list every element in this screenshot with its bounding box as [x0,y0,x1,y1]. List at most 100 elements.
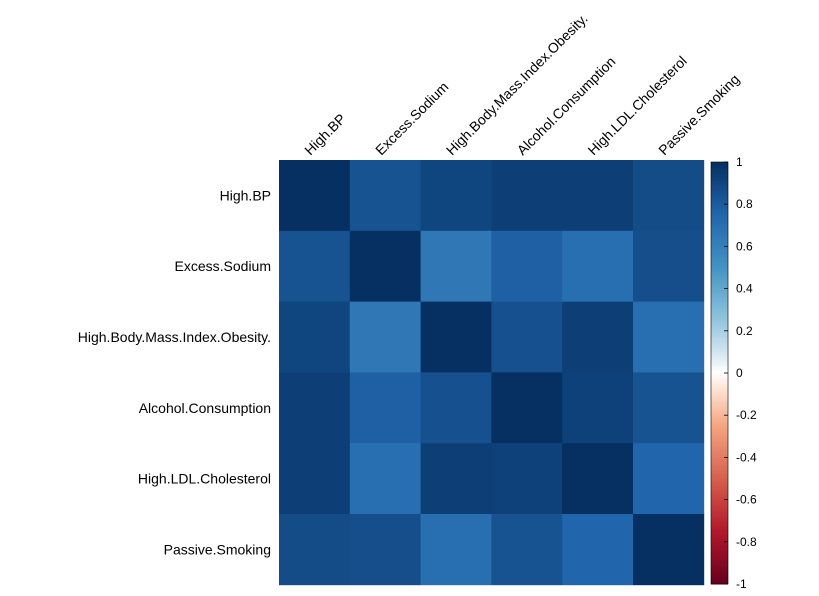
colorbar-segment [711,280,728,283]
colorbar-segment [711,421,728,425]
colorbar-segment [711,332,728,336]
heatmap-cell [491,230,563,302]
colorbar-segment [711,362,728,366]
colorbar-segment [711,419,728,423]
colorbar-segment [711,425,728,429]
colorbar-segment [711,387,728,391]
colorbar-segment [711,358,728,361]
heatmap-cell [420,372,492,444]
colorbar-segment [711,271,728,275]
colorbar-segment [711,347,728,351]
colorbar-segment [711,252,728,256]
colorbar-segment [711,571,728,574]
colorbar-segment [711,381,728,385]
colorbar-segment [711,341,728,344]
colorbar-segment [711,187,728,190]
colorbar-segment [711,267,728,271]
heatmap-cell [279,514,351,586]
colorbar-segment [711,292,728,296]
colorbar-segment [711,294,728,298]
colorbar-segment [711,552,728,555]
colorbar-segment [711,254,728,258]
colorbar-segment [711,474,728,477]
row-label: High.LDL.Cholesterol [138,471,271,487]
colorbar-segment [711,451,728,454]
colorbar-segment [711,208,728,212]
heatmap-cell [562,514,634,586]
colorbar-segment [711,246,728,250]
colorbar-segment [711,288,728,292]
colorbar-segment [711,193,728,197]
colorbar-segment [711,225,728,228]
colorbar-segment [711,313,728,317]
heatmap-cell [562,301,634,373]
colorbar-segment [711,261,728,264]
colorbar-segment [711,164,728,167]
colorbar-segment [711,370,728,374]
colorbar-segment [711,406,728,410]
row-label: High.Body.Mass.Index.Obesity. [78,329,271,345]
colorbar-segment [711,491,728,494]
color-legend: 1 0.8 0.6 0.4 0.2 0 -0.2 -0.4 -0.6 -0.8 -1 [710,155,757,591]
colorbar-segment [711,326,728,330]
colorbar-segment [711,535,728,539]
colorbar-tick-label: -0.6 [736,493,757,507]
heatmap-cell [420,514,492,586]
colorbar-segment [711,531,728,534]
colorbar-segment [711,404,728,408]
colorbar-segment [711,470,728,473]
colorbar-segment [711,248,728,252]
colorbar-tick-label: -0.4 [736,450,757,464]
colorbar-segment [711,391,728,395]
colorbar-segment [711,556,728,560]
colorbar-segment [711,223,728,226]
colorbar-segment [711,282,728,285]
colorbar-segment [711,457,728,461]
colorbar-segment [711,356,728,359]
heatmap-cell [491,301,563,373]
colorbar-segment [711,550,728,553]
heatmap-cells [279,160,705,586]
colorbar-segment [711,383,728,387]
colorbar-segment [711,546,728,549]
colorbar-segment [711,465,728,469]
row-label: Passive.Smoking [164,541,271,557]
colorbar-segment [711,199,728,203]
colorbar-segment [711,453,728,456]
colorbar-segment [711,548,728,551]
colorbar-segment [711,524,728,528]
heatmap-cell [420,160,492,232]
colorbar-segment [711,518,728,522]
row-labels: High.BP Excess.Sodium High.Body.Mass.Index… [78,187,271,557]
colorbar-segment [711,499,728,503]
colorbar-segment [711,237,728,241]
colorbar-segment [711,581,728,585]
colorbar-segment [711,505,728,509]
colorbar-segment [711,379,728,382]
colorbar-segment [711,478,728,482]
colorbar-segment [711,455,728,458]
colorbar-segment [711,558,728,562]
colorbar-segment [711,520,728,524]
colorbar-segment [711,489,728,492]
heatmap-cell [562,372,634,444]
colorbar-tick-label: 0.8 [736,197,753,211]
colorbar-segment [711,529,728,532]
colorbar-segment [711,273,728,277]
colorbar-segment [711,522,728,526]
colorbar-segment [711,413,728,416]
colorbar-segment [711,218,728,222]
heatmap-cell [349,372,421,444]
colorbar-segment [711,339,728,342]
colorbar-segment [711,278,728,281]
colorbar-segment [711,250,728,254]
colorbar-segment [711,415,728,418]
colorbar-segment [711,480,728,484]
colorbar-segment [711,368,728,372]
colorbar-segment [711,434,728,437]
heatmap-cell [279,160,351,232]
colorbar-segment [711,322,728,325]
colorbar-segment [711,537,728,541]
heatmap-cell [633,443,705,515]
colorbar-segment [711,543,728,547]
